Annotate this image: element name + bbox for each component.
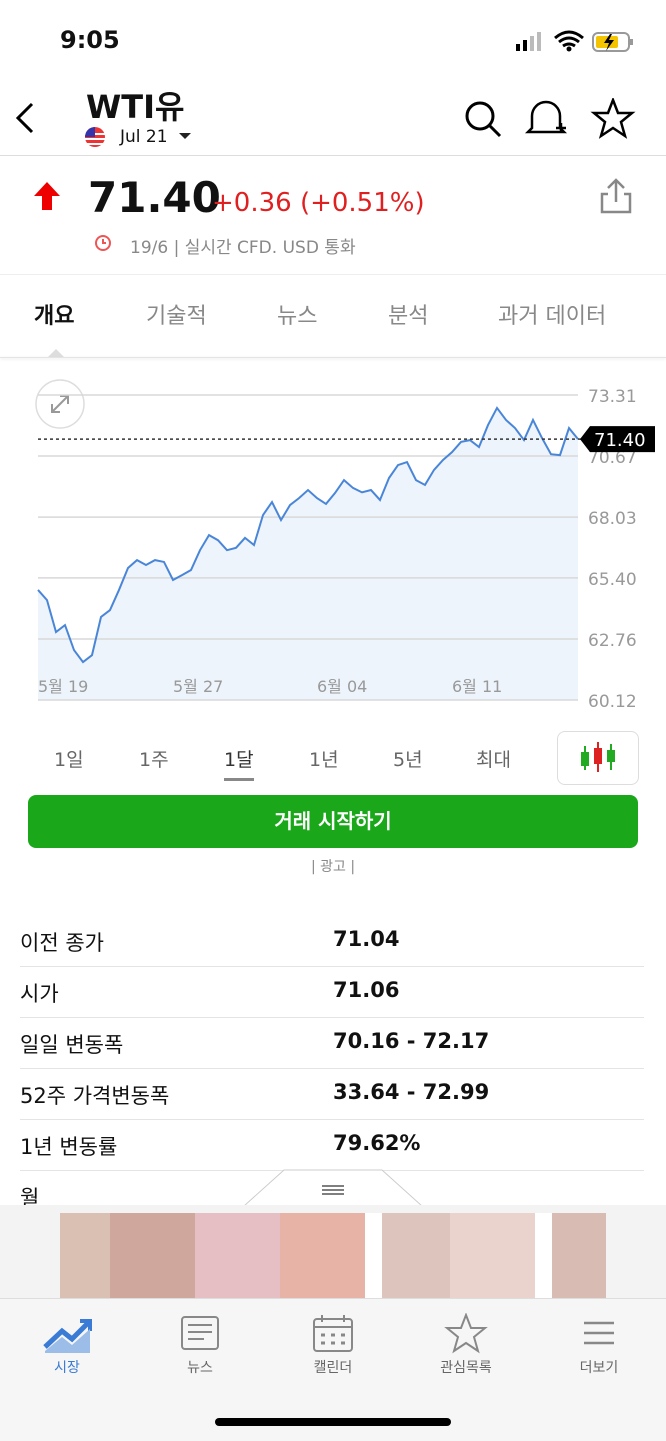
y-tick-label: 73.31 — [588, 387, 637, 407]
status-icons — [516, 30, 633, 52]
stat-value: 71.06 — [333, 978, 400, 1002]
chart-type-button[interactable] — [557, 731, 639, 785]
nav-icons — [43, 1313, 614, 1354]
range-selector: 1일 1주 1달 1년 5년 최대 — [0, 745, 666, 785]
drawer-handle[interactable] — [242, 1168, 424, 1207]
stat-label: 일일 변동폭 — [20, 1033, 124, 1057]
y-tick-label: 65.40 — [588, 570, 637, 590]
tab-pointer — [48, 349, 64, 357]
tab[interactable]: 개요 — [34, 304, 75, 329]
stats-row: 1년 변동률 79.62% — [20, 1119, 644, 1171]
trade-button[interactable]: 거래 시작하기 — [28, 795, 638, 848]
up-arrow — [34, 182, 60, 210]
stats-row: 52주 가격변동폭 33.64 - 72.99 — [20, 1068, 644, 1120]
ad-images — [60, 1213, 606, 1298]
x-tick-label: 5월 19 — [38, 677, 88, 696]
stats-row: 일일 변동폭 70.16 - 72.17 — [20, 1017, 644, 1069]
price-chart: 73.31 70.67 68.03 65.40 62.76 60.12 5월 19 5월 27… — [35, 379, 655, 712]
price-line — [37, 406, 579, 664]
share-button[interactable] — [598, 176, 634, 216]
range-option[interactable]: 최대 — [476, 749, 511, 771]
current-price-label: 71.40 — [594, 430, 646, 451]
range-option[interactable]: 1일 — [54, 749, 84, 771]
nav-item[interactable]: 뉴스 — [187, 1360, 213, 1376]
candle-icon — [581, 742, 615, 772]
x-tick-label: 5월 27 — [173, 677, 223, 696]
stat-value: 33.64 - 72.99 — [333, 1080, 490, 1104]
nav-item[interactable]: 더보기 — [579, 1360, 619, 1376]
stats-table: 이전 종가 71.04 시가 71.06 일일 변동폭 70.16 - 72.17 52주 … — [0, 915, 666, 1205]
tab[interactable]: 기술적 — [146, 304, 207, 329]
stat-value: 71.04 — [333, 927, 400, 951]
stat-label: 월 — [20, 1186, 40, 1205]
stat-label: 1년 변동률 — [20, 1135, 118, 1159]
tab[interactable]: 뉴스 — [277, 304, 318, 329]
back-button[interactable] — [10, 100, 40, 136]
dropdown-arrow — [179, 133, 191, 139]
area-fill — [38, 407, 578, 700]
range-option[interactable]: 1년 — [309, 749, 339, 771]
range-option[interactable]: 1달 — [224, 745, 254, 781]
ad-label: | 광고 | — [310, 859, 356, 875]
ad-banner[interactable] — [0, 1205, 666, 1298]
tab-bar: 개요 기술적 뉴스 분석 과거 데이터 — [0, 277, 666, 357]
contract-month[interactable]: Jul 21 — [120, 127, 168, 147]
x-tick-label: 6월 11 — [452, 677, 502, 696]
y-tick-label: 70.67 — [588, 448, 637, 468]
status-time: 9:05 — [60, 26, 120, 54]
stat-label: 시가 — [20, 982, 59, 1006]
handle-shape — [242, 1169, 424, 1207]
quote-meta: 19/6 | 실시간 CFD. USD 통화 — [130, 238, 356, 258]
nav-item[interactable]: 캘린더 — [313, 1360, 353, 1376]
stat-label: 이전 종가 — [20, 931, 104, 955]
stats-row: 이전 종가 71.04 — [20, 915, 644, 967]
price-change: +0.36 (+0.51%) — [212, 188, 425, 218]
tab[interactable]: 과거 데이터 — [498, 304, 607, 329]
nav-item[interactable]: 시장 — [54, 1360, 80, 1376]
header-actions[interactable] — [462, 98, 642, 142]
expand-icon — [51, 395, 69, 413]
stat-label: 52주 가격변동폭 — [20, 1084, 170, 1108]
clock-icon — [95, 235, 111, 251]
divider — [0, 155, 666, 156]
stat-value: 70.16 - 72.17 — [333, 1029, 490, 1053]
last-price: 71.40 — [88, 173, 221, 222]
bottom-nav: 시장 뉴스 캘린더 관심목록 더보기 — [0, 1298, 666, 1441]
range-option[interactable]: 5년 — [393, 749, 423, 771]
y-tick-label: 68.03 — [588, 509, 637, 529]
divider — [0, 274, 666, 275]
us-flag — [85, 127, 105, 147]
y-tick-label: 60.12 — [588, 692, 637, 712]
home-indicator — [215, 1418, 451, 1426]
x-tick-label: 6월 04 — [317, 677, 367, 696]
range-option[interactable]: 1주 — [139, 749, 169, 771]
stat-value: 79.62% — [333, 1131, 421, 1155]
current-price-box — [580, 426, 655, 453]
y-tick-label: 62.76 — [588, 631, 637, 651]
stats-row: 시가 71.06 — [20, 966, 644, 1018]
nav-item[interactable]: 관심목록 — [440, 1360, 492, 1376]
tab[interactable]: 분석 — [388, 304, 429, 329]
divider — [0, 357, 666, 358]
instrument-title: WTI유 — [86, 88, 185, 126]
